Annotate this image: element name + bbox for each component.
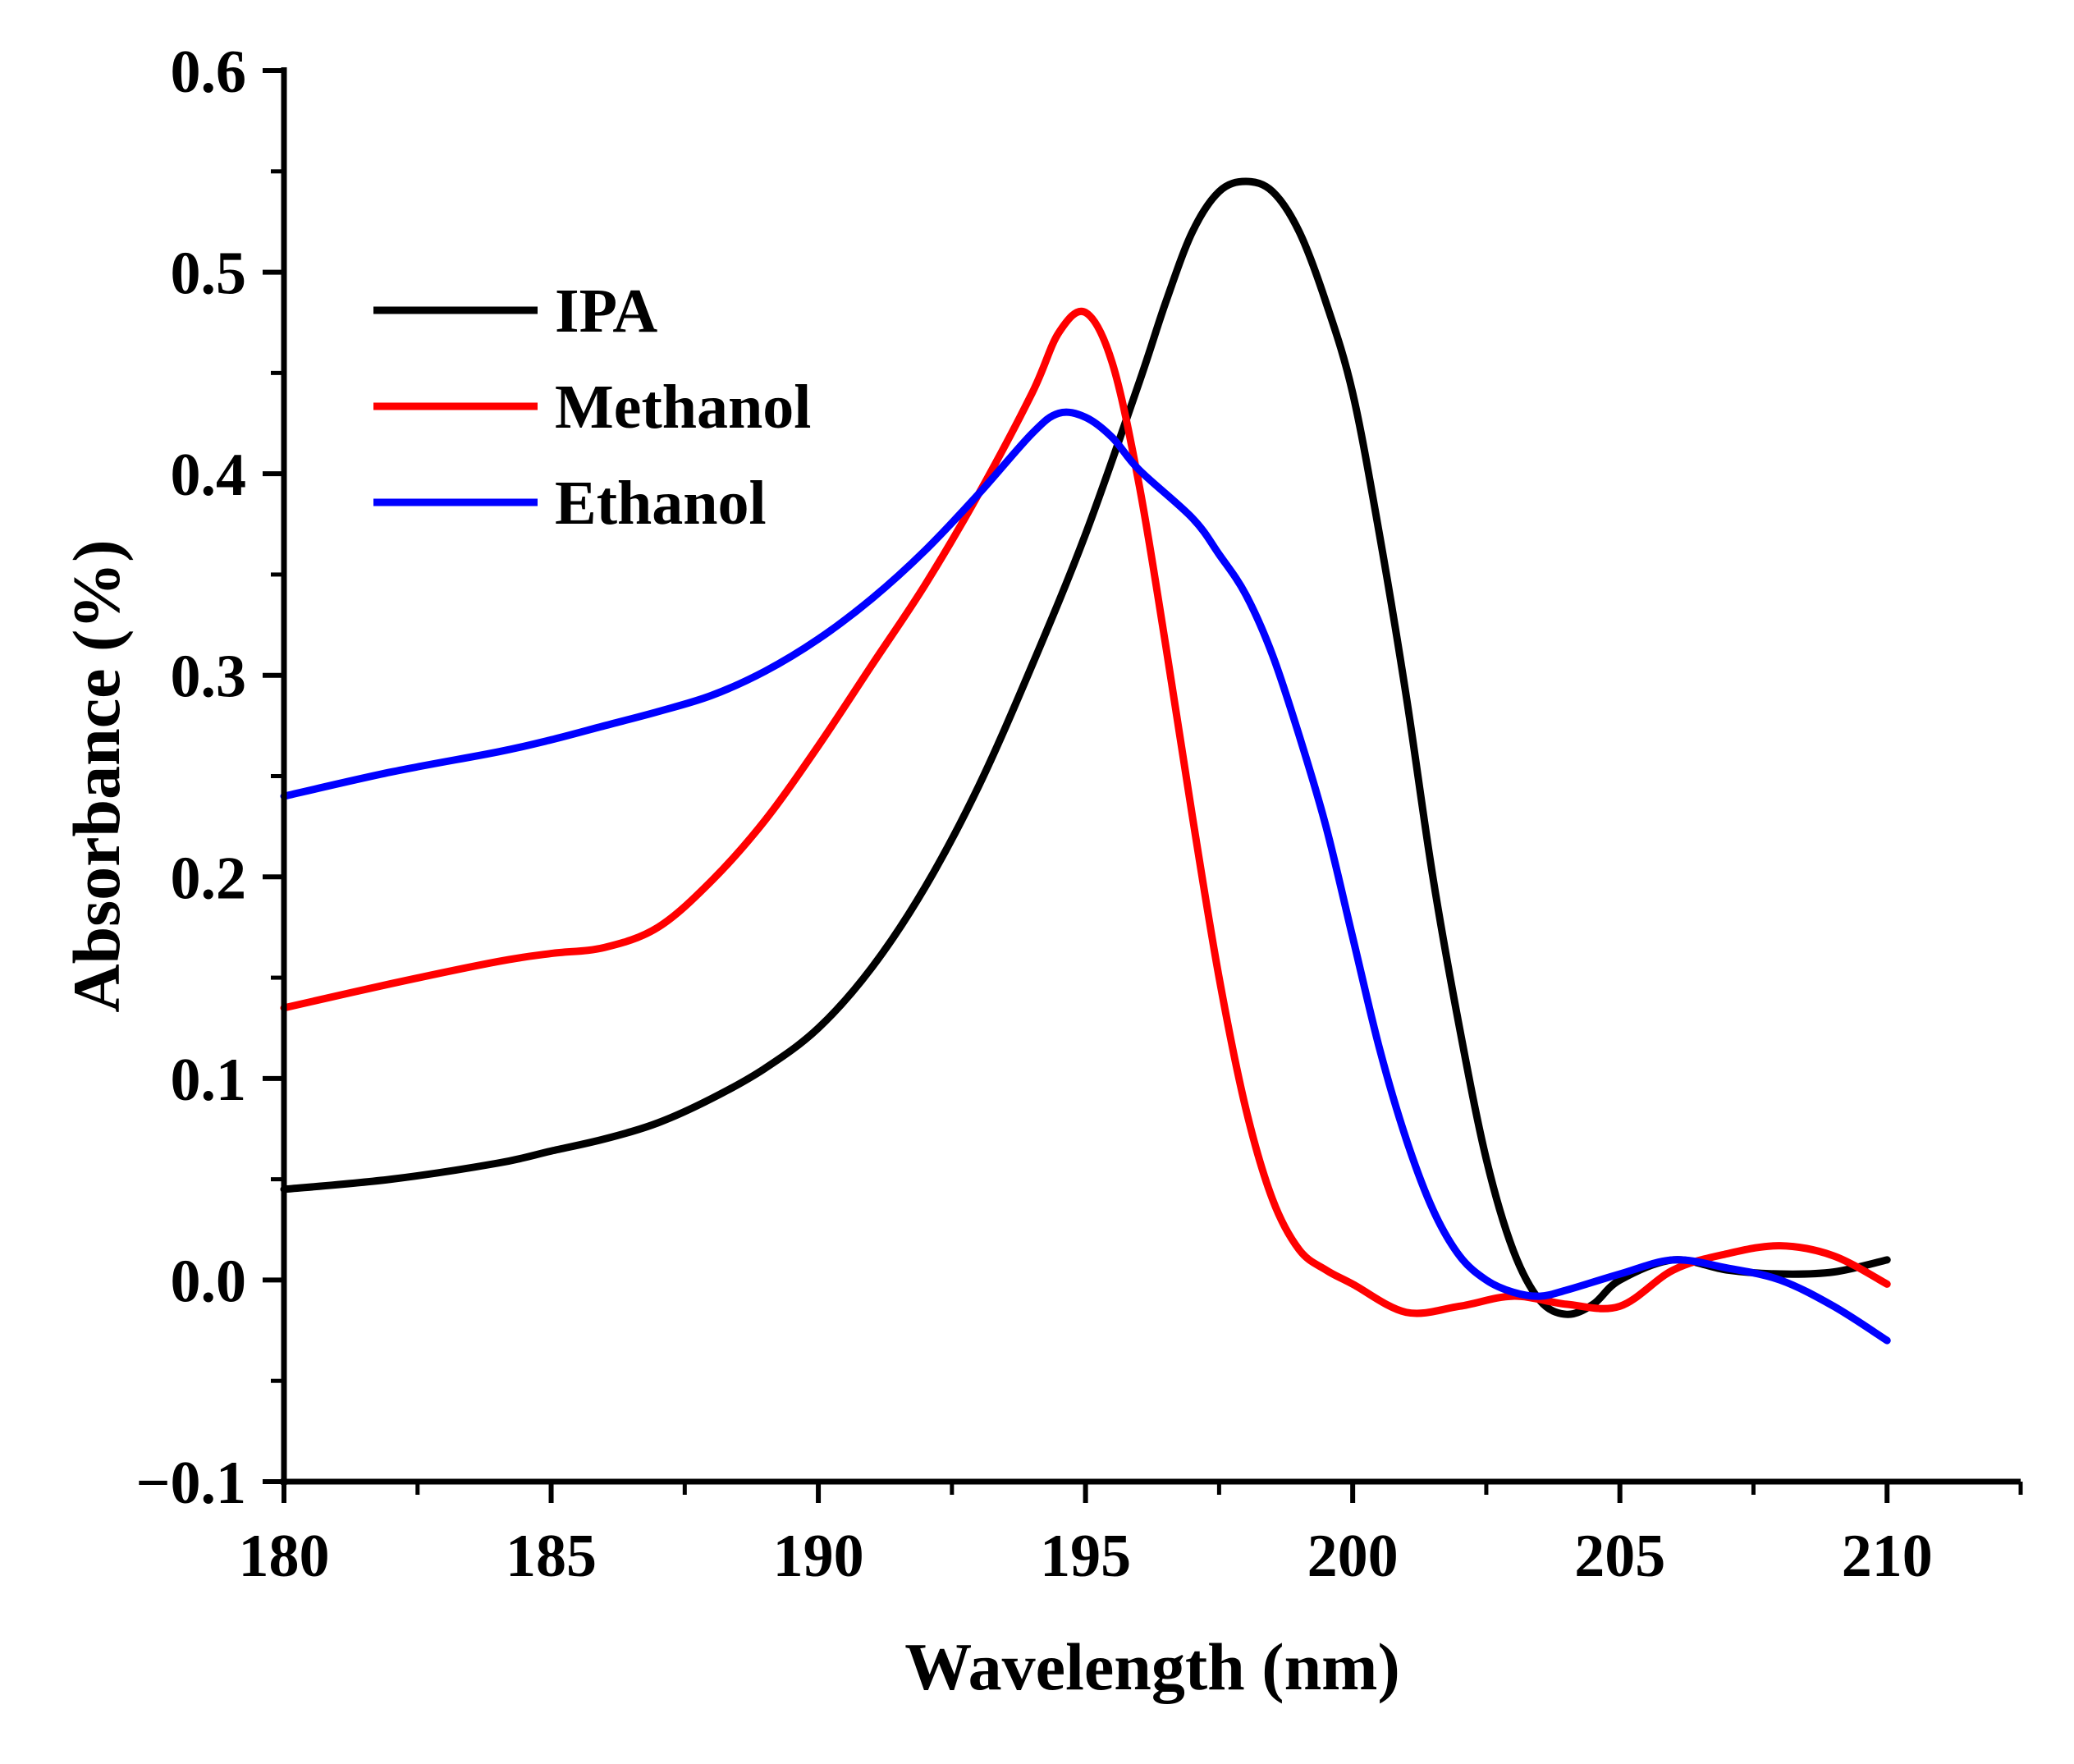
- y-tick-label: 0.1: [171, 1047, 247, 1114]
- y-tick-label: 0.0: [171, 1248, 247, 1315]
- series-line-ipa: [280, 177, 1891, 1318]
- y-tick-label: 0.2: [171, 845, 247, 912]
- legend-item-ethanol: Ethanol: [373, 469, 767, 538]
- tick-labels-group: 180 185 190 195 200 205 210 −0.1 0.0 0.1 0.2 0.3 0.4…: [135, 39, 1932, 1590]
- x-tick-label: 200: [1307, 1523, 1399, 1590]
- y-tick-label: 0.6: [171, 39, 247, 106]
- x-tick-label: 185: [506, 1523, 597, 1590]
- legend-item-methanol: Methanol: [373, 373, 811, 442]
- series-line-ethanol: [280, 408, 1891, 1345]
- y-tick-label: 0.3: [171, 644, 247, 711]
- legend-label: IPA: [555, 277, 657, 346]
- legend-label: Methanol: [555, 373, 811, 442]
- legend: IPA Methanol Ethanol: [373, 277, 811, 538]
- y-tick-label: −0.1: [135, 1450, 246, 1517]
- ticks-group: [263, 68, 2023, 1503]
- series-line-methanol: [280, 307, 1891, 1317]
- x-axis-title: Wavelength (nm): [904, 1629, 1400, 1704]
- x-tick-label: 190: [773, 1523, 864, 1590]
- legend-label: Ethanol: [555, 469, 767, 538]
- x-tick-label: 205: [1574, 1523, 1665, 1590]
- x-tick-label: 195: [1040, 1523, 1131, 1590]
- x-tick-label: 210: [1842, 1523, 1933, 1590]
- y-tick-label: 0.4: [171, 442, 247, 509]
- plot-series-group: [280, 177, 1891, 1345]
- y-tick-label: 0.5: [171, 241, 247, 308]
- y-axis-title: Absorbance (%): [59, 539, 134, 1012]
- legend-item-ipa: IPA: [373, 277, 657, 346]
- x-tick-label: 180: [239, 1523, 330, 1590]
